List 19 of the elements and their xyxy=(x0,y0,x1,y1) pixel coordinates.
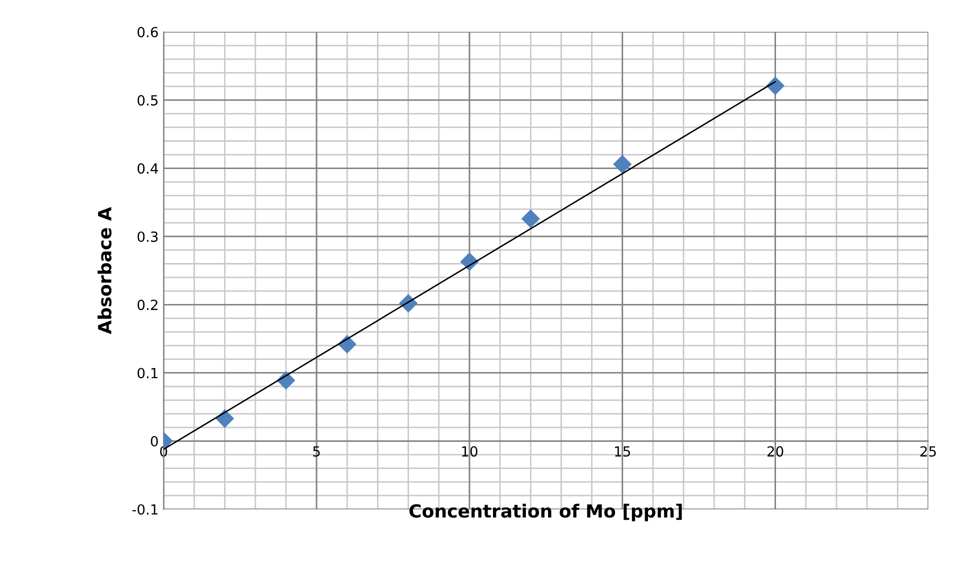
y-tick-label: 0.6 xyxy=(138,26,158,38)
y-tick-label: 0.5 xyxy=(138,95,158,106)
x-tick-label: 25 xyxy=(920,446,936,457)
y-tick-label: 0.1 xyxy=(138,368,158,378)
x-tick-label: 10 xyxy=(462,446,478,457)
x-tick-label: 5 xyxy=(313,446,320,457)
y-tick-label: 0 xyxy=(150,436,158,447)
point xyxy=(766,76,785,96)
point xyxy=(613,154,632,174)
y-axis-title: Absorbace A xyxy=(98,207,112,334)
x-tick-label: 20 xyxy=(767,446,784,457)
y-tick-label: 0.4 xyxy=(138,163,158,174)
point xyxy=(521,209,540,228)
y-tick-label: -0.1 xyxy=(132,504,158,515)
y-tick-label: 0.3 xyxy=(138,231,158,242)
x-tick-label: 15 xyxy=(615,446,630,457)
x-axis-title: Concentration of Mo [ppm] xyxy=(409,504,682,522)
point xyxy=(215,409,234,428)
y-tick-label: 0.2 xyxy=(138,300,158,310)
